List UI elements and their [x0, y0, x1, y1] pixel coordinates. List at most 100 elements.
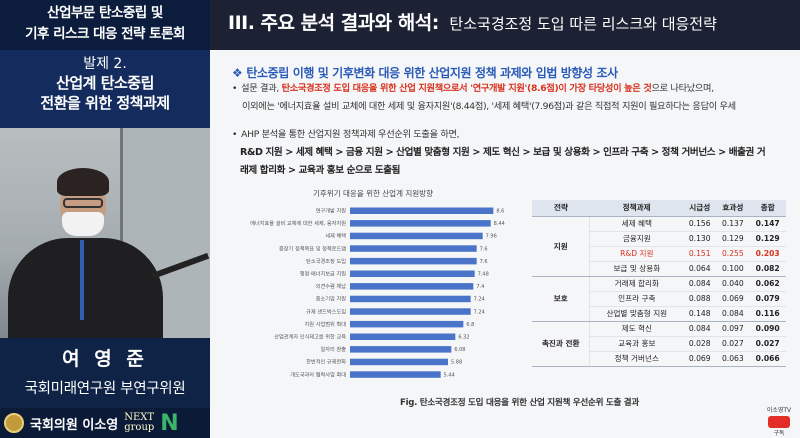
- table-row: 인프라 구축 0.088 0.069 0.079: [532, 291, 786, 307]
- bar: [350, 308, 471, 315]
- category-label: 중소기업 지원: [316, 295, 347, 303]
- col-effectiveness: 효과성: [716, 200, 750, 217]
- effectiveness-cell: 0.255: [716, 246, 750, 262]
- task-cell: 거래제 합리화: [589, 276, 684, 292]
- effectiveness-cell: 0.129: [716, 231, 750, 247]
- figure-caption: Fig. 탄소국경조정 도입 대응을 위한 산업 지원책 우선순위 도출 결과: [400, 398, 640, 408]
- total-cell: 0.147: [749, 216, 786, 232]
- n-logo-icon: N: [160, 410, 179, 436]
- strategy-cell: 지원: [532, 216, 591, 277]
- value-label: 7.24: [474, 297, 485, 303]
- total-cell: 0.027: [749, 336, 786, 352]
- speaker-panel: 산업부문 탄소중립 및 기후 리스크 대응 전략 토론회 발제 2. 산업계 탄…: [0, 0, 210, 438]
- urgency-cell: 0.156: [683, 216, 717, 232]
- priority-ranking: R&D 지원 > 세제 혜택 > 금융 지원 > 산업별 맞춤형 지원 > 제도…: [240, 147, 766, 176]
- table-row: 산업별 맞춤형 지원 0.148 0.084 0.116: [532, 306, 786, 322]
- bar: [350, 295, 471, 303]
- bar: [350, 270, 475, 277]
- category-label: 연구개발 지원: [316, 207, 347, 215]
- slide-header: III. 주요 분석 결과와 해석: 탄소국경조정 도입 따른 리스크와 대응전…: [210, 0, 800, 50]
- value-label: 7.6: [480, 259, 488, 265]
- bar: [350, 283, 474, 290]
- bar: [350, 207, 494, 214]
- speaker-caption: 여 영 준 국회미래연구원 부연구위원: [0, 338, 210, 408]
- channel-label: 이소영TV: [766, 407, 792, 414]
- speaker-name: 여 영 준: [62, 348, 148, 370]
- conference-banner: 산업부문 탄소중립 및 기후 리스크 대응 전략 토론회: [0, 0, 210, 50]
- strategy-cell: 보호: [532, 276, 591, 322]
- total-cell: 0.116: [749, 306, 786, 322]
- bar-chart-svg: 연구개발 지원 8.6 에너지효율 설비 교체에 대한 세제, 융자지원 8.44 세제…: [250, 207, 505, 379]
- subscribe-button[interactable]: [768, 416, 790, 428]
- total-cell: 0.090: [749, 321, 786, 337]
- subscribe-widget[interactable]: 이소영TV 구독: [762, 405, 796, 437]
- total-cell: 0.062: [749, 276, 786, 292]
- effectiveness-cell: 0.069: [716, 291, 750, 307]
- urgency-cell: 0.151: [683, 246, 717, 262]
- value-label: 7.24: [474, 309, 485, 315]
- face-mask: [62, 212, 104, 236]
- value-label: 6.8: [466, 322, 474, 328]
- category-label: 탄소국경조정 도입: [306, 257, 346, 265]
- task-cell: 제도 혁신: [589, 321, 684, 337]
- table-row: 교육과 홍보 0.028 0.027 0.027: [532, 336, 786, 352]
- bullet-icon: •: [232, 83, 238, 94]
- value-label: 7.6: [480, 246, 488, 252]
- bar: [350, 245, 477, 252]
- category-label: 외견수렴 체납: [316, 282, 347, 290]
- urgency-cell: 0.084: [683, 321, 717, 337]
- task-cell: 인프라 구축: [589, 291, 684, 307]
- bar: [350, 232, 483, 240]
- bar: [350, 320, 464, 328]
- strategy-cell: 촉진과 전환: [532, 321, 591, 367]
- conference-title-line1: 산업부문 탄소중립 및: [47, 5, 163, 21]
- highlight-text: 탄소국경조정 도입 대응을 위한 산업 지원책으로서 '연구개발 지원'(8.6…: [281, 83, 652, 94]
- total-cell: 0.066: [749, 351, 786, 367]
- total-cell: 0.203: [749, 246, 786, 262]
- table-row: R&D 지원 0.151 0.255 0.203: [532, 246, 786, 262]
- task-cell: R&D 지원: [589, 246, 684, 262]
- effectiveness-cell: 0.040: [716, 276, 750, 292]
- category-label: 에너지효율 설비 교체에 대한 세제, 융자지원: [250, 219, 346, 227]
- bar: [350, 358, 448, 366]
- effectiveness-cell: 0.027: [716, 336, 750, 352]
- total-cell: 0.129: [749, 231, 786, 247]
- diamond-bullet-icon: ❖: [232, 66, 243, 80]
- col-task: 정책과제: [589, 200, 684, 217]
- value-label: 6.32: [458, 335, 469, 341]
- category-label: 규제 샌드박스도입: [306, 307, 346, 315]
- task-cell: 금융지원: [589, 231, 684, 247]
- value-label: 7.4: [476, 284, 484, 290]
- task-cell: 정책 거버넌스: [589, 351, 684, 367]
- speaker-body: [8, 238, 163, 338]
- bar: [350, 257, 477, 265]
- task-cell: 산업별 맞춤형 지원: [589, 306, 684, 322]
- talk-title-line2: 전환을 위한 정책과제: [40, 94, 170, 112]
- bar: [350, 346, 452, 353]
- col-strategy: 전략: [532, 200, 590, 217]
- section-title: ❖ 탄소중립 이행 및 기후변화 대응 위한 산업지원 정책 과제와 입법 방향성…: [232, 66, 618, 80]
- effectiveness-cell: 0.063: [716, 351, 750, 367]
- category-label: 세제 혜택: [325, 232, 346, 240]
- urgency-cell: 0.069: [683, 351, 717, 367]
- category-label: 지원 사업범위 확대: [305, 320, 347, 328]
- table-row: 보급 및 상용화 0.064 0.100 0.082: [532, 261, 786, 277]
- table-header-row: 전략 정책과제 시급성 효과성 종합: [532, 200, 786, 217]
- total-cell: 0.079: [749, 291, 786, 307]
- table-row: 금융지원 0.130 0.129 0.129: [532, 231, 786, 247]
- assembly-seal-icon: [4, 413, 24, 433]
- task-cell: 세제 혜택: [589, 216, 684, 232]
- urgency-cell: 0.084: [683, 276, 717, 292]
- speaker-affiliation: 국회미래연구원 부연구위원: [24, 381, 186, 397]
- survey-result-line2: 이외에는 '에너지효율 설비 교체에 대한 세제 및 융자지원'(8.44점),…: [242, 101, 736, 112]
- category-label: 일자리 창출: [320, 345, 346, 353]
- bullet-icon: •: [232, 129, 238, 140]
- ahp-intro: • AHP 분석을 통한 산업지원 정책과제 우선순위 도출을 하면,: [232, 129, 460, 140]
- value-label: 6.08: [454, 347, 465, 353]
- chart-title: 기후위기 대응을 위한 산업계 지원방향: [313, 189, 433, 198]
- talk-number: 발제 2.: [83, 56, 127, 72]
- value-label: 5.44: [444, 372, 455, 378]
- category-label: 중장기 정책목표 및 정책로드맵: [279, 244, 346, 252]
- value-label: 8.6: [496, 209, 504, 215]
- table-row: 촉진과 전환 제도 혁신 0.084 0.097 0.090: [532, 321, 786, 367]
